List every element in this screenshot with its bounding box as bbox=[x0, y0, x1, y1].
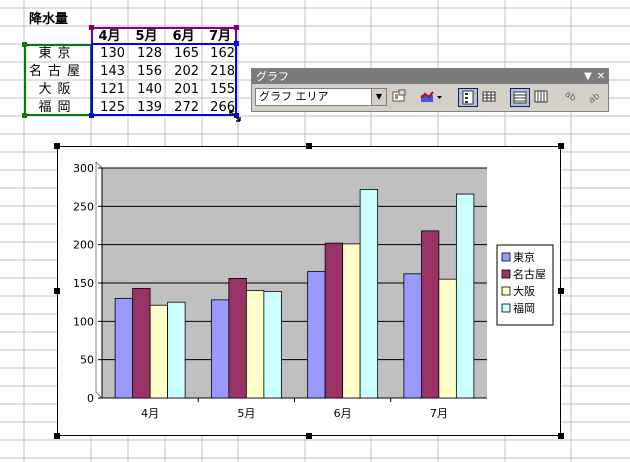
chart-resize-handle[interactable] bbox=[558, 143, 564, 149]
y-tick-label: 100 bbox=[73, 315, 94, 328]
chart-resize-handle[interactable] bbox=[306, 143, 312, 149]
bar[interactable] bbox=[307, 271, 326, 399]
x-tick-label: 6月 bbox=[334, 407, 352, 420]
month-header[interactable]: 4月 bbox=[98, 29, 121, 44]
value-cell[interactable]: 165 bbox=[174, 46, 199, 61]
svg-text:ab: ab bbox=[587, 91, 602, 105]
bar[interactable] bbox=[438, 278, 457, 399]
sheet-title[interactable]: 降水量 bbox=[29, 12, 69, 27]
city-cell[interactable]: 名古屋 bbox=[28, 64, 86, 79]
by-row-icon[interactable] bbox=[510, 88, 530, 107]
bar[interactable] bbox=[245, 290, 265, 399]
bar[interactable] bbox=[263, 291, 282, 399]
legend-label: 名古屋 bbox=[513, 267, 546, 281]
bar[interactable] bbox=[359, 189, 379, 399]
range-handle[interactable] bbox=[234, 41, 239, 46]
bar[interactable] bbox=[114, 297, 134, 399]
bar[interactable] bbox=[210, 299, 230, 399]
x-tick-label: 5月 bbox=[237, 407, 255, 420]
chart-object-select-value: グラフ エリア bbox=[259, 90, 329, 103]
value-cell[interactable]: 143 bbox=[100, 64, 125, 79]
range-handle[interactable] bbox=[234, 25, 239, 30]
bar[interactable] bbox=[149, 304, 169, 399]
city-cell[interactable]: 東京 bbox=[38, 46, 77, 61]
chart-toolbar[interactable]: グラフ ▼ ✕ グラフ エリア ▼ ab ab bbox=[251, 68, 609, 112]
chart-resize-handle[interactable] bbox=[306, 433, 312, 439]
value-cell[interactable]: 140 bbox=[137, 82, 162, 97]
x-tick-label: 4月 bbox=[141, 407, 159, 420]
chart-type-icon[interactable] bbox=[418, 88, 446, 107]
value-cell[interactable]: 156 bbox=[137, 64, 162, 79]
value-cell[interactable]: 266 bbox=[210, 100, 235, 115]
chart-resize-handle[interactable] bbox=[558, 288, 564, 294]
legend-swatch bbox=[501, 269, 511, 279]
value-cell[interactable]: 121 bbox=[100, 82, 125, 97]
data-table-icon[interactable] bbox=[480, 88, 500, 107]
value-cell[interactable]: 202 bbox=[174, 64, 199, 79]
legend-swatch bbox=[501, 286, 511, 296]
legend-swatch bbox=[501, 303, 511, 313]
by-column-icon[interactable] bbox=[532, 88, 552, 107]
category-range-highlight bbox=[24, 44, 92, 116]
bar[interactable] bbox=[403, 273, 422, 399]
toolbar-menu-icon[interactable]: ▼ bbox=[584, 71, 592, 82]
range-handle[interactable] bbox=[22, 42, 27, 47]
angle-text-down-icon[interactable]: ab bbox=[562, 88, 582, 107]
value-cell[interactable]: 128 bbox=[137, 46, 162, 61]
legend-icon[interactable] bbox=[458, 88, 478, 107]
legend-swatch bbox=[501, 252, 511, 262]
close-icon[interactable]: ✕ bbox=[596, 71, 606, 82]
bar[interactable] bbox=[324, 242, 344, 399]
plot-wall-edge bbox=[95, 161, 103, 399]
bar[interactable] bbox=[228, 277, 247, 399]
chart-resize-handle[interactable] bbox=[54, 143, 60, 149]
svg-text:ab: ab bbox=[563, 89, 578, 104]
bar[interactable] bbox=[167, 301, 186, 399]
value-cell[interactable]: 125 bbox=[100, 100, 125, 115]
legend-label: 大阪 bbox=[513, 284, 535, 298]
chart-resize-handle[interactable] bbox=[54, 433, 60, 439]
y-tick-label: 50 bbox=[80, 354, 94, 367]
month-header[interactable]: 6月 bbox=[172, 29, 195, 44]
y-tick-label: 250 bbox=[73, 200, 94, 213]
range-handle[interactable] bbox=[89, 25, 94, 30]
toolbar-title[interactable]: グラフ bbox=[252, 69, 608, 84]
value-cell[interactable]: 218 bbox=[210, 64, 235, 79]
bar[interactable] bbox=[420, 230, 440, 399]
y-tick-label: 0 bbox=[87, 392, 94, 405]
chevron-down-icon[interactable]: ▼ bbox=[371, 89, 386, 105]
resize-cursor-icon bbox=[229, 110, 241, 122]
y-tick-label: 200 bbox=[73, 239, 94, 252]
y-tick-label: 150 bbox=[73, 277, 94, 290]
range-handle[interactable] bbox=[234, 113, 239, 118]
angle-text-up-icon[interactable]: ab bbox=[584, 88, 604, 107]
value-cell[interactable]: 139 bbox=[137, 100, 162, 115]
chart-resize-handle[interactable] bbox=[54, 288, 60, 294]
range-handle[interactable] bbox=[22, 113, 27, 118]
legend-label: 東京 bbox=[513, 250, 535, 264]
value-range-highlight bbox=[91, 43, 237, 116]
bar[interactable] bbox=[132, 287, 151, 399]
month-header[interactable]: 5月 bbox=[135, 29, 158, 44]
chart-resize-handle[interactable] bbox=[558, 433, 564, 439]
value-cell[interactable]: 201 bbox=[174, 82, 199, 97]
value-cell[interactable]: 155 bbox=[210, 82, 235, 97]
y-tick-label: 300 bbox=[73, 162, 94, 175]
legend-label: 福岡 bbox=[513, 301, 535, 315]
format-selected-icon[interactable] bbox=[390, 88, 410, 107]
bar[interactable] bbox=[455, 193, 475, 399]
chart-object-select[interactable]: グラフ エリア ▼ bbox=[255, 88, 387, 106]
x-tick-label: 7月 bbox=[430, 407, 448, 420]
value-cell[interactable]: 162 bbox=[210, 46, 235, 61]
embedded-chart[interactable]: 0 50 100 150 200 250 300 4月 5月 6月 7月 東京名古屋大阪福岡 bbox=[57, 146, 561, 436]
bar[interactable] bbox=[342, 243, 361, 399]
value-cell[interactable]: 130 bbox=[100, 46, 125, 61]
range-handle[interactable] bbox=[89, 113, 94, 118]
value-cell[interactable]: 272 bbox=[174, 100, 199, 115]
month-header[interactable]: 7月 bbox=[208, 29, 232, 44]
city-cell[interactable]: 大阪 bbox=[38, 82, 77, 97]
city-cell[interactable]: 福岡 bbox=[38, 100, 77, 115]
